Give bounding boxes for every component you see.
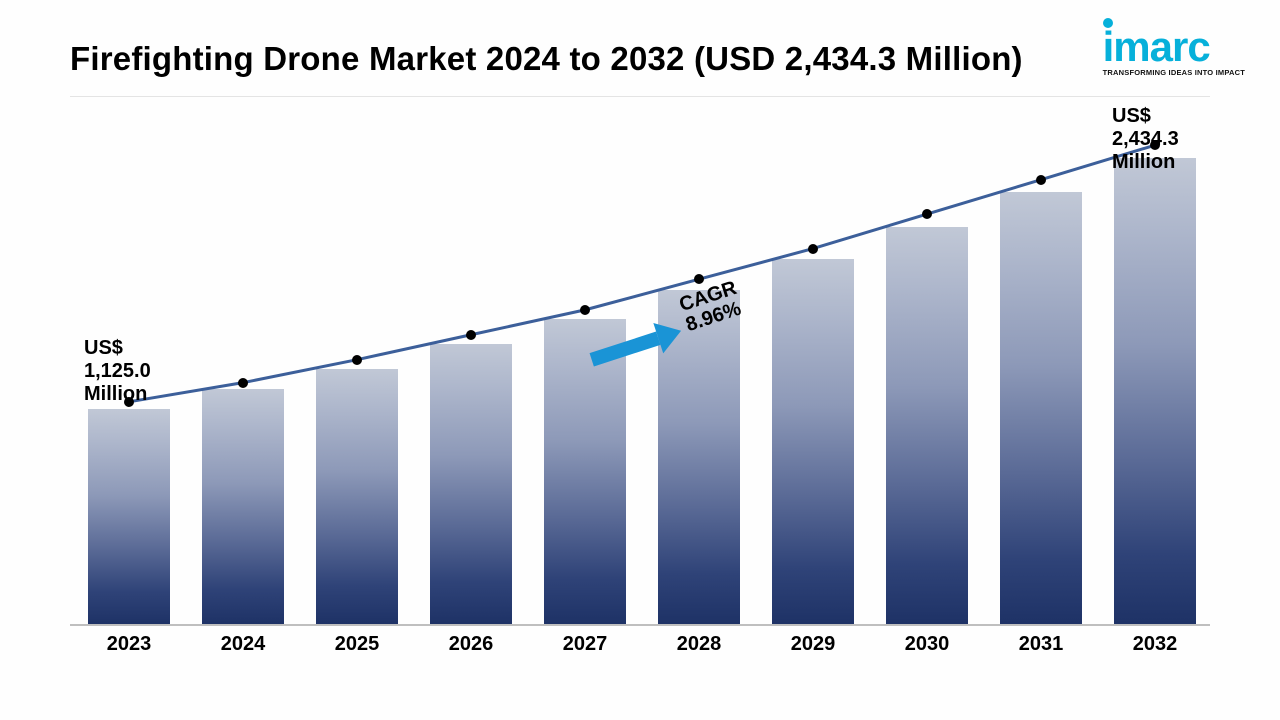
brand-dot-icon <box>1103 18 1113 28</box>
bar <box>316 369 398 624</box>
bar <box>544 319 626 624</box>
x-axis-label: 2028 <box>644 633 754 656</box>
start-value-label: US$1,125.0Million <box>84 337 151 406</box>
bar <box>1000 192 1082 624</box>
x-axis-label: 2023 <box>74 633 184 656</box>
chart-area: US$1,125.0Million US$ 2,434.3Million CAG… <box>70 96 1210 656</box>
gridline-top <box>70 96 1210 97</box>
x-axis-label: 2026 <box>416 633 526 656</box>
bar <box>202 389 284 624</box>
x-axis-line <box>70 624 1210 626</box>
page: Firefighting Drone Market 2024 to 2032 (… <box>0 0 1280 720</box>
x-axis-label: 2024 <box>188 633 298 656</box>
x-axis-label: 2031 <box>986 633 1096 656</box>
x-axis-label: 2027 <box>530 633 640 656</box>
page-title: Firefighting Drone Market 2024 to 2032 (… <box>70 40 1023 78</box>
brand-wordmark: imarc <box>1103 28 1245 66</box>
x-axis-label: 2032 <box>1100 633 1210 656</box>
bar <box>772 259 854 624</box>
bar-series <box>70 126 1210 624</box>
x-axis-label: 2030 <box>872 633 982 656</box>
bar <box>430 344 512 624</box>
bar <box>88 409 170 624</box>
brand-logo: imarc TRANSFORMING IDEAS INTO IMPACT <box>1103 28 1245 77</box>
bar <box>886 227 968 624</box>
x-axis-label: 2025 <box>302 633 412 656</box>
end-value-label: US$ 2,434.3Million <box>1112 105 1210 174</box>
x-axis-label: 2029 <box>758 633 868 656</box>
bar <box>1114 158 1196 624</box>
x-axis-labels: 2023202420252026202720282029203020312032 <box>70 630 1210 656</box>
